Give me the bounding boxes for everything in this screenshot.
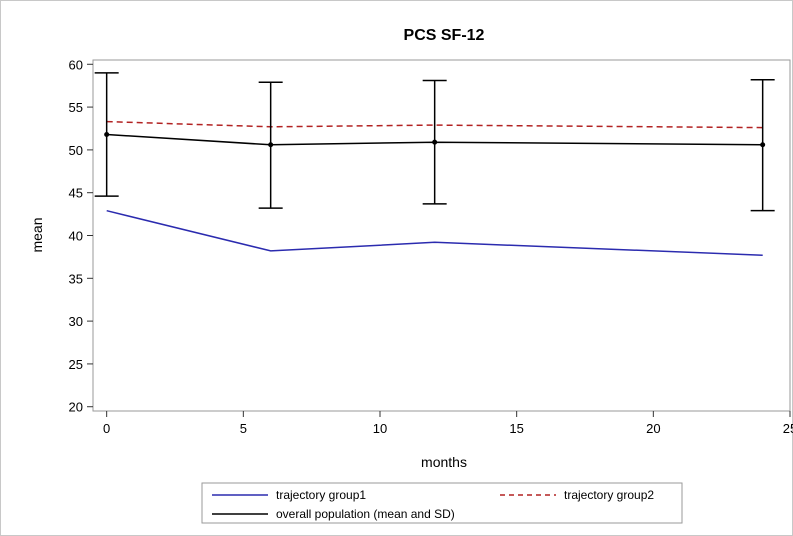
error-bar — [94, 72, 119, 197]
x-tick-label: 20 — [646, 421, 660, 436]
error-bar — [750, 78, 775, 212]
y-tick-label: 25 — [69, 357, 83, 372]
data-point — [268, 142, 274, 148]
y-tick-label: 50 — [69, 143, 83, 158]
x-tick-label: 25 — [783, 421, 793, 436]
plot-area — [92, 59, 791, 412]
data-point — [432, 139, 438, 145]
series-line-2 — [106, 120, 763, 129]
y-axis-label: mean — [29, 217, 45, 252]
data-point — [104, 131, 110, 137]
y-tick-label: 30 — [69, 314, 83, 329]
error-bar — [422, 79, 447, 205]
y-tick-label: 45 — [69, 186, 83, 201]
x-axis: 0 5 10 15 20 25 — [103, 411, 793, 436]
y-tick-label: 35 — [69, 271, 83, 286]
series-line-3 — [106, 133, 763, 146]
x-tick-label: 0 — [103, 421, 110, 436]
x-tick-label: 5 — [240, 421, 247, 436]
y-tick-label: 60 — [69, 57, 83, 72]
legend-label-overall: overall population (mean and SD) — [276, 507, 455, 521]
error-bar — [258, 81, 283, 209]
legend: trajectory group1 trajectory group2 over… — [201, 482, 683, 524]
chart-title: PCS SF-12 — [404, 27, 485, 44]
y-axis: 20 25 30 35 40 45 50 55 60 — [69, 57, 93, 415]
y-tick-label: 40 — [69, 229, 83, 244]
data-point — [760, 142, 766, 148]
legend-label-group2: trajectory group2 — [564, 488, 654, 502]
series-layer — [94, 72, 775, 256]
legend-label-group1: trajectory group1 — [276, 488, 366, 502]
y-tick-label: 55 — [69, 100, 83, 115]
x-axis-label: months — [421, 454, 467, 470]
x-tick-label: 15 — [509, 421, 523, 436]
series-line-1 — [106, 209, 763, 256]
legend-box — [201, 482, 683, 524]
y-tick-label: 20 — [69, 400, 83, 415]
x-tick-label: 10 — [373, 421, 387, 436]
